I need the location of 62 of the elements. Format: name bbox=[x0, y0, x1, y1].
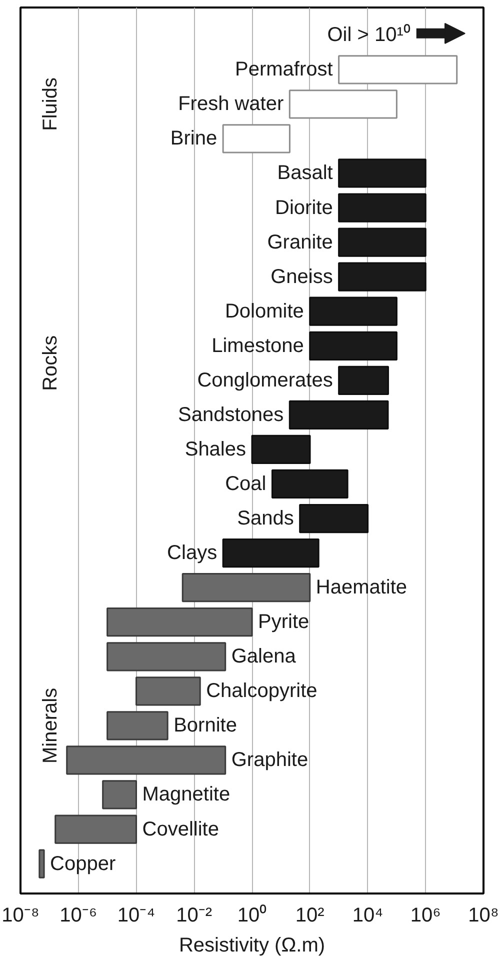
y-tick-label: Diorite bbox=[275, 196, 333, 219]
y-tick-label: Sandstones bbox=[178, 404, 284, 426]
x-tick-label: 10⁸ bbox=[468, 904, 499, 926]
x-tick-label: 10⁻⁶ bbox=[60, 904, 98, 926]
y-tick-label: Graphite bbox=[231, 749, 308, 772]
x-tick-label: 10² bbox=[295, 904, 325, 926]
bar bbox=[299, 504, 369, 534]
annotation: Minerals bbox=[40, 688, 62, 764]
bar bbox=[66, 746, 226, 775]
y-tick-label: Galena bbox=[231, 646, 297, 668]
x-tick-label: 10⁰ bbox=[237, 904, 267, 926]
y-tick-label: Coal bbox=[225, 472, 266, 495]
y-tick-label: Dolomite bbox=[224, 300, 304, 322]
bar bbox=[222, 124, 290, 154]
bar bbox=[338, 55, 458, 84]
y-tick-label: Brine bbox=[170, 128, 218, 150]
bar bbox=[309, 296, 398, 326]
y-tick-label: Copper bbox=[50, 852, 116, 875]
y-tick-label: Oil > 10¹⁰ bbox=[327, 23, 410, 46]
y-tick-label: Gneiss bbox=[270, 266, 333, 288]
bar bbox=[251, 434, 311, 464]
y-tick-label: Covellite bbox=[142, 818, 219, 840]
bar bbox=[106, 711, 168, 740]
bar bbox=[136, 676, 201, 706]
x-tick-label: 10⁻² bbox=[176, 904, 212, 926]
y-tick-label: Clays bbox=[167, 542, 218, 564]
bar bbox=[182, 573, 311, 602]
bar bbox=[106, 642, 226, 672]
x-tick-label: 10⁴ bbox=[352, 904, 384, 926]
y-tick-label: Fresh water bbox=[178, 93, 284, 116]
bar bbox=[288, 90, 398, 119]
bar bbox=[102, 780, 137, 810]
x-tick-label: 10⁶ bbox=[410, 904, 441, 926]
x-tick-label: 10⁻⁸ bbox=[2, 904, 40, 926]
bar bbox=[309, 331, 398, 360]
y-tick-label: Bornite bbox=[174, 714, 237, 737]
bar bbox=[271, 469, 348, 499]
y-tick-label: Basalt bbox=[277, 162, 334, 184]
bar bbox=[54, 814, 138, 844]
bar bbox=[288, 400, 389, 430]
bar bbox=[338, 158, 426, 188]
x-axis-title: Resistivity (Ω.m) bbox=[178, 934, 326, 956]
annotation: Fluids bbox=[40, 77, 62, 131]
y-tick-label: Chalcopyrite bbox=[206, 680, 318, 702]
y-tick-label: Pyrite bbox=[258, 611, 310, 634]
y-tick-label: Granite bbox=[267, 231, 333, 254]
y-tick-label: Conglomerates bbox=[197, 369, 333, 392]
y-tick-label: Limestone bbox=[212, 334, 304, 357]
x-tick-label: 10⁻⁴ bbox=[117, 904, 156, 926]
y-tick-label: Shales bbox=[184, 438, 246, 460]
bar bbox=[338, 193, 426, 222]
bar bbox=[38, 849, 45, 878]
y-tick-label: Magnetite bbox=[142, 784, 230, 806]
bar bbox=[338, 366, 389, 395]
bar bbox=[222, 538, 320, 568]
annotation: Rocks bbox=[40, 335, 62, 391]
y-tick-label: Haematite bbox=[316, 576, 408, 599]
bar bbox=[106, 608, 253, 637]
bar bbox=[338, 262, 426, 292]
y-tick-label: Permafrost bbox=[235, 58, 334, 81]
bar bbox=[338, 228, 426, 257]
y-tick-label: Sands bbox=[237, 508, 294, 530]
